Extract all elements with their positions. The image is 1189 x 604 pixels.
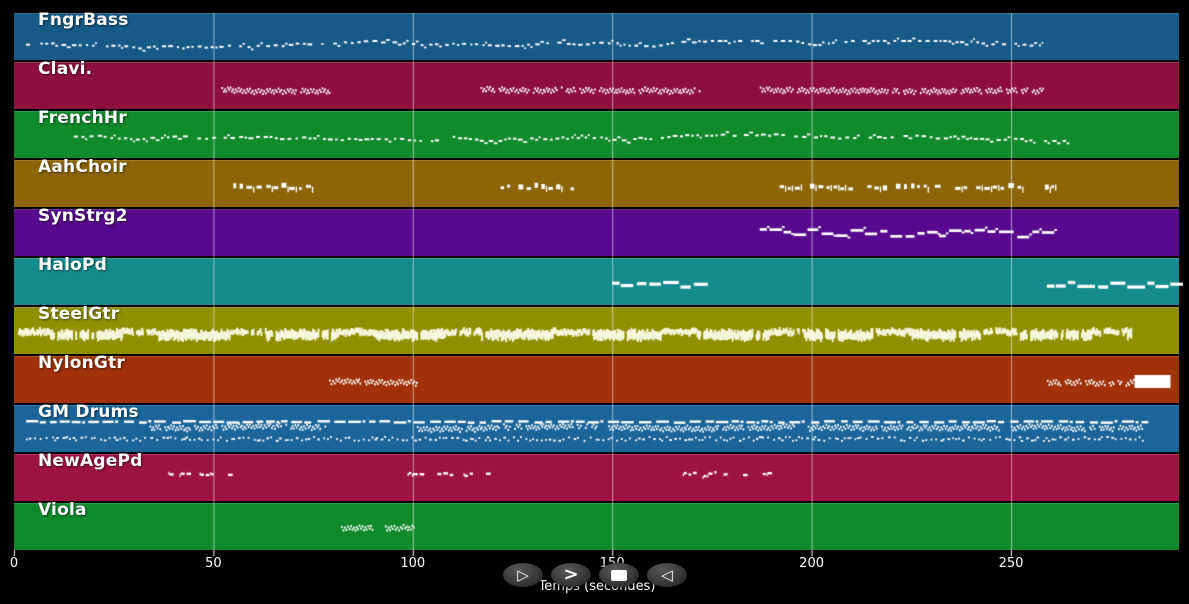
track-label-frenchhr: FrenchHr [38,108,127,128]
track-label-fngrbass: FngrBass [38,10,129,30]
stop-icon [611,569,627,581]
track-label-steelgtr: SteelGtr [38,304,120,324]
fast-forward-icon: > [563,564,579,585]
track-label-aahchoir: AahChoir [38,157,127,177]
rewind-icon: ◁ [661,565,673,584]
rewind-button[interactable]: ◁ [647,563,687,587]
play-icon: ▷ [517,565,529,584]
track-label-synstrg2: SynStrg2 [38,206,128,226]
track-label-viola: Viola [38,500,87,520]
play-button[interactable]: ▷ [503,563,543,587]
track-label-halopd: HaloPd [38,255,108,275]
fast-forward-button[interactable]: > [551,563,591,587]
track-label-gm-drums: GM Drums [38,402,139,422]
stop-button[interactable] [599,563,639,587]
track-label-newagepd: NewAgePd [38,451,143,471]
track-label-clavi: Clavi. [38,59,93,79]
track-label-nylongtr: NylonGtr [38,353,125,373]
